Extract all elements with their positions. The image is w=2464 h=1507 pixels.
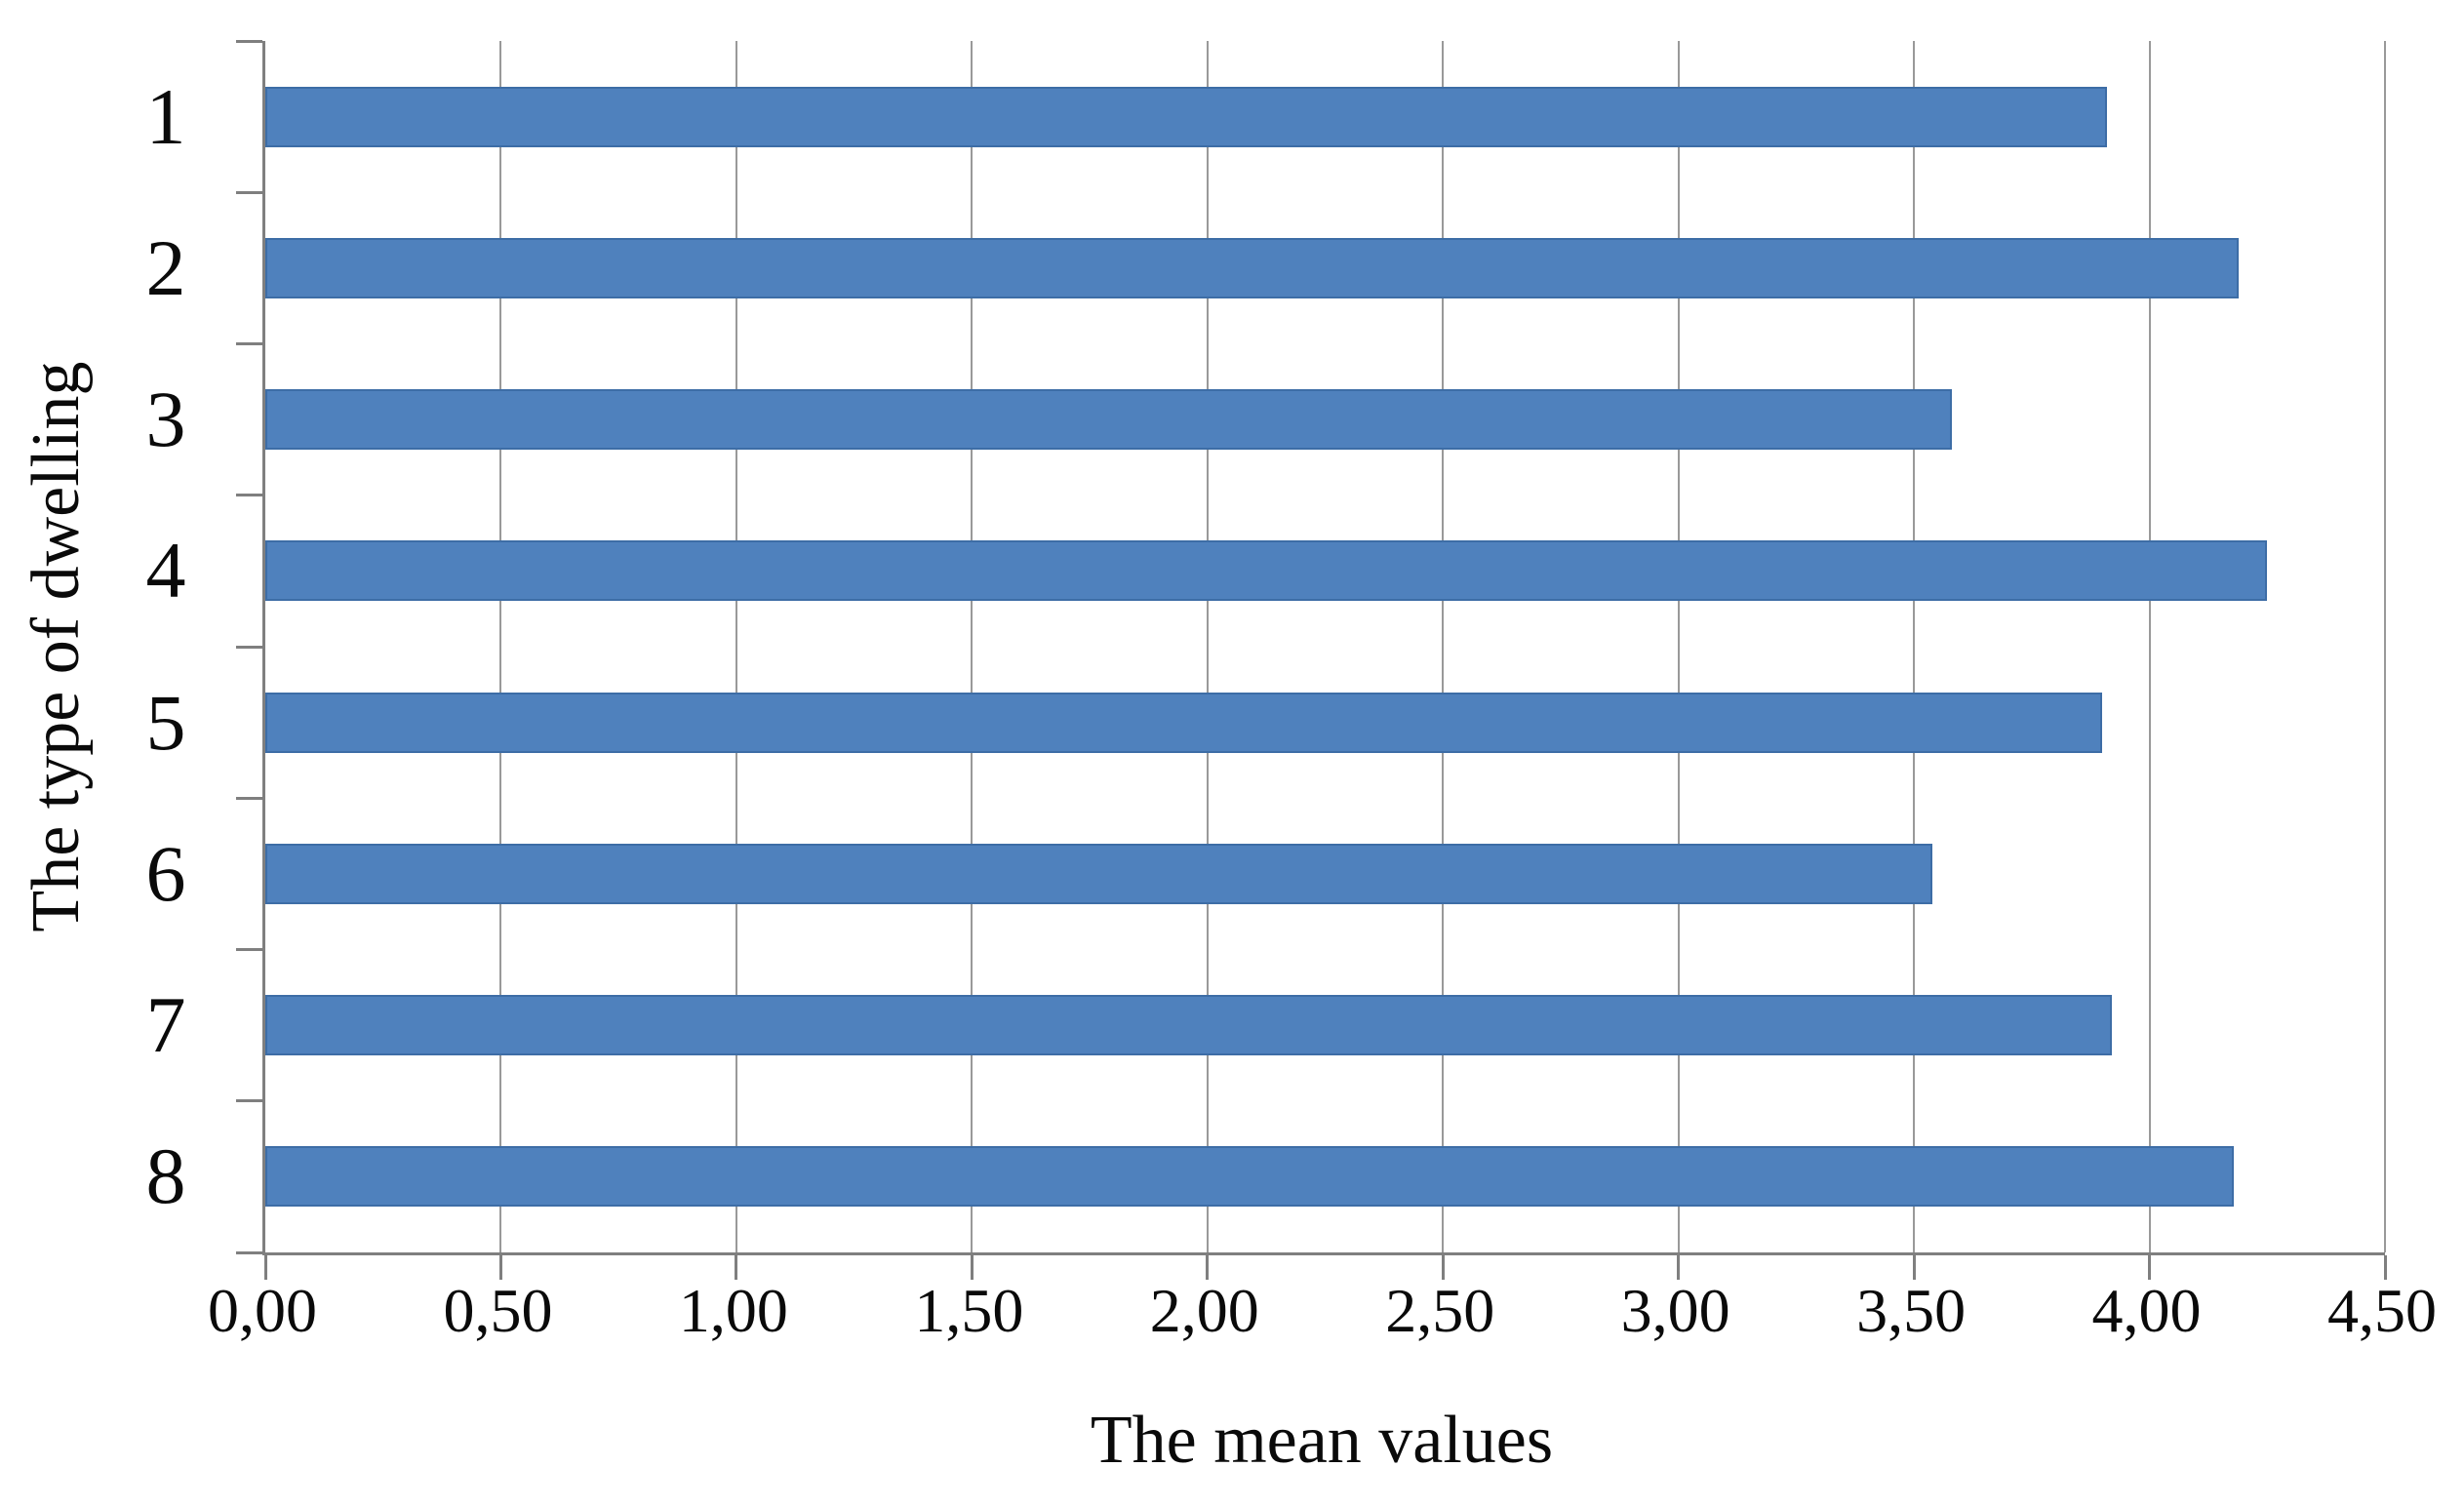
x-axis-tick [2383,1255,2387,1280]
gridline-x-1_5 [971,41,974,1252]
y-axis-tick [236,645,262,649]
y-axis-tick [236,1250,262,1254]
y-axis-tick [236,494,262,497]
x-axis-tick [970,1255,974,1280]
x-axis-tick [735,1255,738,1280]
x-tick-label: 3,00 [1620,1276,1730,1345]
bar-category-2 [265,237,2240,298]
x-axis-tick [1206,1255,1210,1280]
gridline-x-1 [735,41,737,1252]
bar-category-4 [265,540,2268,602]
x-axis-tick [1912,1255,1916,1280]
gridline-x-4 [2148,41,2151,1252]
category-label-2: 2 [145,222,186,312]
x-axis-tick [1441,1255,1445,1280]
bar-category-3 [265,389,1952,451]
gridline-x-0_5 [499,41,502,1252]
category-label-3: 3 [145,375,186,464]
bar-category-8 [265,1146,2235,1208]
bar-category-1 [265,86,2108,147]
x-tick-label: 1,50 [914,1276,1024,1345]
x-tick-label: 4,00 [2091,1276,2202,1345]
x-tick-label: 4,50 [2327,1276,2437,1345]
gridline-x-2_5 [1442,41,1445,1252]
category-label-5: 5 [145,677,186,767]
category-label-4: 4 [145,526,186,615]
x-tick-label: 1,00 [678,1276,788,1345]
category-label-6: 6 [145,828,186,918]
y-axis-tick [236,1099,262,1103]
x-tick-label: 0,00 [208,1276,317,1345]
y-axis-tick [236,190,262,194]
x-axis-tick [263,1255,267,1280]
category-label-8: 8 [145,1131,186,1221]
gridline-x-3_5 [1913,41,1916,1252]
gridline-x-3 [1677,41,1680,1252]
x-tick-label: 2,50 [1385,1276,1495,1345]
y-axis-tick [236,796,262,800]
x-axis-tick [1677,1255,1681,1280]
y-axis-title: The type of dwelling [19,361,94,932]
x-axis-tick [498,1255,502,1280]
gridline-x-4_5 [2384,41,2386,1252]
y-axis-tick [236,948,262,951]
x-tick-label: 3,50 [1856,1276,1967,1345]
category-label-1: 1 [145,71,186,161]
x-tick-label: 0,50 [443,1276,553,1345]
category-label-7: 7 [145,980,186,1070]
x-axis-tick [2148,1255,2152,1280]
gridline-x-2 [1206,41,1209,1252]
plot-area [236,39,2387,1280]
bar-category-7 [265,995,2112,1056]
bar-category-6 [265,843,1933,904]
x-axis-title: The mean values [1090,1403,1554,1478]
x-tick-label: 2,00 [1149,1276,1259,1345]
bar-category-5 [265,692,2103,753]
y-axis-tick [236,342,262,345]
y-axis-tick [236,39,262,43]
